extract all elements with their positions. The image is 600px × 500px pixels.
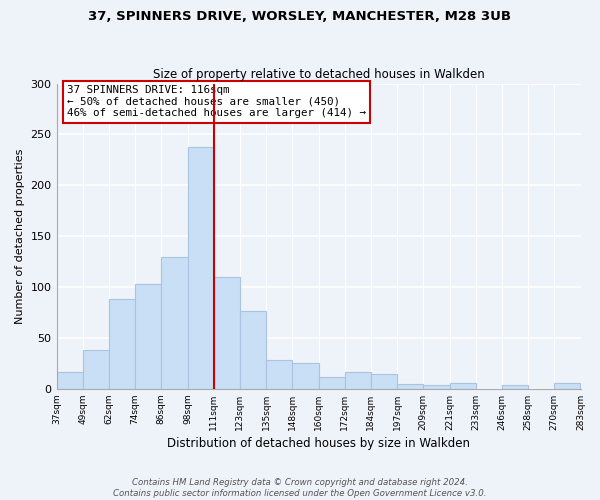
- Bar: [397, 384, 424, 389]
- Bar: [266, 360, 292, 389]
- Title: Size of property relative to detached houses in Walkden: Size of property relative to detached ho…: [152, 68, 484, 81]
- Bar: [502, 384, 528, 389]
- Bar: [319, 376, 345, 389]
- Bar: [371, 374, 397, 389]
- Bar: [449, 382, 476, 389]
- Bar: [214, 277, 240, 389]
- Bar: [135, 284, 161, 389]
- Bar: [161, 256, 188, 389]
- Text: 37 SPINNERS DRIVE: 116sqm
← 50% of detached houses are smaller (450)
46% of semi: 37 SPINNERS DRIVE: 116sqm ← 50% of detac…: [67, 85, 366, 118]
- Text: Contains HM Land Registry data © Crown copyright and database right 2024.
Contai: Contains HM Land Registry data © Crown c…: [113, 478, 487, 498]
- Bar: [109, 300, 135, 389]
- Bar: [56, 372, 83, 389]
- Bar: [345, 372, 371, 389]
- X-axis label: Distribution of detached houses by size in Walkden: Distribution of detached houses by size …: [167, 437, 470, 450]
- Bar: [292, 364, 319, 389]
- Bar: [240, 312, 266, 389]
- Bar: [424, 384, 449, 389]
- Text: 37, SPINNERS DRIVE, WORSLEY, MANCHESTER, M28 3UB: 37, SPINNERS DRIVE, WORSLEY, MANCHESTER,…: [89, 10, 511, 23]
- Y-axis label: Number of detached properties: Number of detached properties: [15, 148, 25, 324]
- Bar: [83, 350, 109, 389]
- Bar: [188, 146, 214, 389]
- Bar: [554, 382, 580, 389]
